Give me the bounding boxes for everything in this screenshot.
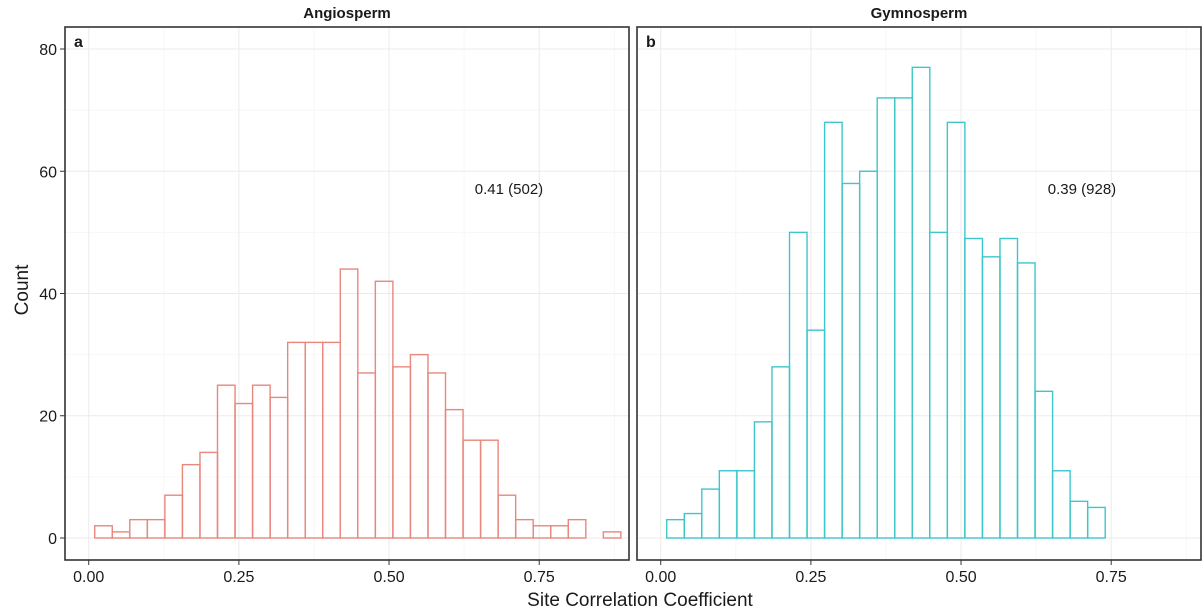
panel-tag: a: [74, 34, 83, 51]
histogram-bar: [1051, 470, 1071, 539]
histogram-bar: [1016, 262, 1036, 539]
histogram-bar: [444, 408, 464, 539]
histogram-bar: [286, 341, 306, 539]
panel-tag: b: [646, 34, 656, 51]
panel-annotation: 0.41 (502): [475, 181, 543, 198]
x-tick-label: 0.50: [945, 569, 976, 586]
panel-gymnosperm: Gymnosperm b 0.39 (928) 0.00 0.25 0.50 0.75: [636, 5, 1202, 586]
x-tick-label: 0.50: [373, 569, 404, 586]
histogram-bar: [683, 512, 703, 539]
histogram-bar: [701, 488, 721, 539]
y-tick-label: 60: [39, 164, 57, 181]
histogram-bar: [427, 372, 447, 539]
histogram-bar: [514, 518, 534, 539]
histogram-bar: [1034, 390, 1054, 539]
histogram-bar: [357, 372, 377, 539]
y-tick-label: 20: [39, 409, 57, 426]
histogram-bar: [532, 525, 552, 539]
histogram-bar: [199, 451, 219, 539]
y-tick-label: 40: [39, 287, 57, 304]
histogram-bar: [164, 494, 184, 539]
histogram-bar: [964, 237, 984, 539]
histogram-bar: [806, 329, 826, 539]
histogram-bar: [718, 470, 738, 539]
panel-angiosperm: Angiosperm a 0.41 (502) 0.00 0.25 0.50 0.75 0 20…: [39, 5, 630, 586]
histogram-bar: [550, 525, 569, 539]
x-tick-label: 0.25: [795, 569, 826, 586]
histogram-bar: [374, 280, 394, 539]
histogram-bar: [251, 384, 271, 539]
histogram-bar: [736, 470, 756, 539]
histogram-bar: [409, 353, 429, 539]
y-tick-label: 0: [48, 531, 57, 548]
panel-title: Angiosperm: [303, 5, 391, 22]
histogram-bar: [497, 494, 517, 539]
histogram-bar: [111, 531, 131, 539]
x-tick-label: 0.25: [223, 569, 254, 586]
histogram-bar: [94, 525, 113, 539]
histogram-bar: [234, 402, 254, 539]
histogram-bar: [911, 66, 931, 539]
histogram-bar: [216, 384, 236, 539]
panel-annotation: 0.39 (928): [1048, 181, 1116, 198]
histogram-bar: [392, 366, 412, 539]
histogram-bar: [841, 182, 861, 539]
panel-title: Gymnosperm: [871, 5, 968, 22]
histogram-bar: [788, 231, 808, 539]
histogram-bar: [269, 396, 289, 539]
histogram-bar: [666, 518, 685, 539]
histogram-bar: [929, 231, 949, 539]
histogram-bar: [129, 518, 149, 539]
histogram-bar: [146, 518, 166, 539]
histogram-bar: [823, 121, 843, 539]
histogram-bar: [1086, 506, 1106, 539]
histogram-bar: [181, 463, 201, 539]
histogram-bar: [602, 531, 622, 539]
histogram-bar: [567, 518, 587, 539]
x-tick-label: 0.75: [1096, 569, 1127, 586]
histogram-bar: [999, 237, 1019, 539]
histogram-bar: [322, 341, 341, 539]
histogram-bar: [946, 121, 966, 539]
x-tick-label: 0.00: [73, 569, 104, 586]
histogram-bar: [462, 439, 482, 539]
x-tick-label: 0.00: [645, 569, 676, 586]
y-tick-label: 80: [39, 42, 57, 59]
histogram-bar: [339, 268, 359, 539]
histogram-bar: [479, 439, 499, 539]
x-axis-title: Site Correlation Coefficient: [527, 590, 753, 611]
x-tick-label: 0.75: [524, 569, 555, 586]
y-axis-title: Count: [12, 264, 33, 315]
histogram-bar: [894, 97, 913, 539]
histogram-bar: [753, 421, 773, 539]
panel-frame: [636, 26, 1202, 561]
histogram-bar: [771, 366, 791, 539]
histogram-bar: [981, 256, 1001, 539]
histogram-bar: [1069, 500, 1089, 539]
